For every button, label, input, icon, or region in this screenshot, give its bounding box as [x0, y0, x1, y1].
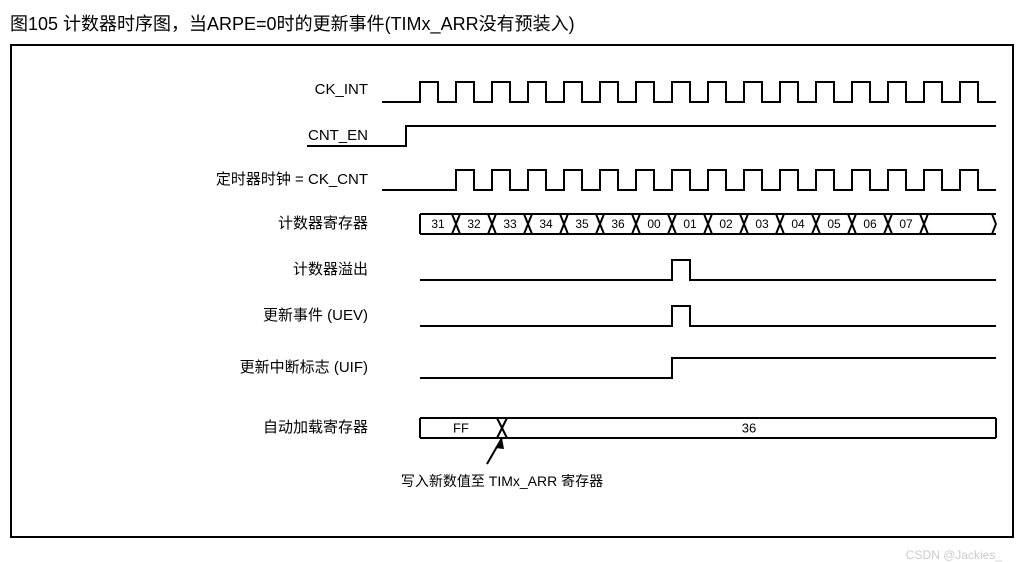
svg-text:02: 02	[719, 217, 733, 231]
svg-text:更新事件 (UEV): 更新事件 (UEV)	[263, 307, 368, 324]
svg-text:FF: FF	[453, 420, 469, 435]
svg-text:07: 07	[899, 217, 913, 231]
svg-text:CNT_EN: CNT_EN	[308, 127, 368, 144]
svg-text:32: 32	[467, 217, 481, 231]
watermark: CSDN @Jackies_	[906, 548, 1002, 562]
svg-text:03: 03	[755, 217, 769, 231]
svg-text:计数器溢出: 计数器溢出	[293, 261, 368, 278]
svg-text:01: 01	[683, 217, 697, 231]
svg-text:更新中断标志 (UIF): 更新中断标志 (UIF)	[240, 359, 368, 376]
svg-text:35: 35	[575, 217, 589, 231]
svg-text:05: 05	[827, 217, 841, 231]
svg-text:33: 33	[503, 217, 517, 231]
figure-title: 图105 计数器时序图，当ARPE=0时的更新事件(TIMx_ARR没有预装入)	[10, 10, 1024, 36]
svg-text:定时器时钟 = CK_CNT: 定时器时钟 = CK_CNT	[216, 171, 368, 188]
svg-text:34: 34	[539, 217, 553, 231]
svg-text:06: 06	[863, 217, 877, 231]
svg-text:00: 00	[647, 217, 661, 231]
svg-text:04: 04	[791, 217, 805, 231]
svg-text:自动加载寄存器: 自动加载寄存器	[263, 418, 368, 436]
timing-diagram: CK_INT CNT_EN 定时器时钟 = CK_CNT 计数器寄存器 31 32 33 34…	[12, 46, 1012, 536]
svg-text:CK_INT: CK_INT	[315, 81, 368, 98]
diagram-frame: CK_INT CNT_EN 定时器时钟 = CK_CNT 计数器寄存器 31 32 33 34…	[10, 44, 1014, 538]
svg-text:36: 36	[742, 420, 756, 435]
svg-text:36: 36	[611, 217, 625, 231]
svg-text:计数器寄存器: 计数器寄存器	[278, 214, 368, 232]
svg-text:31: 31	[431, 217, 445, 231]
svg-text:写入新数值至 TIMx_ARR 寄存器: 写入新数值至 TIMx_ARR 寄存器	[401, 473, 603, 489]
